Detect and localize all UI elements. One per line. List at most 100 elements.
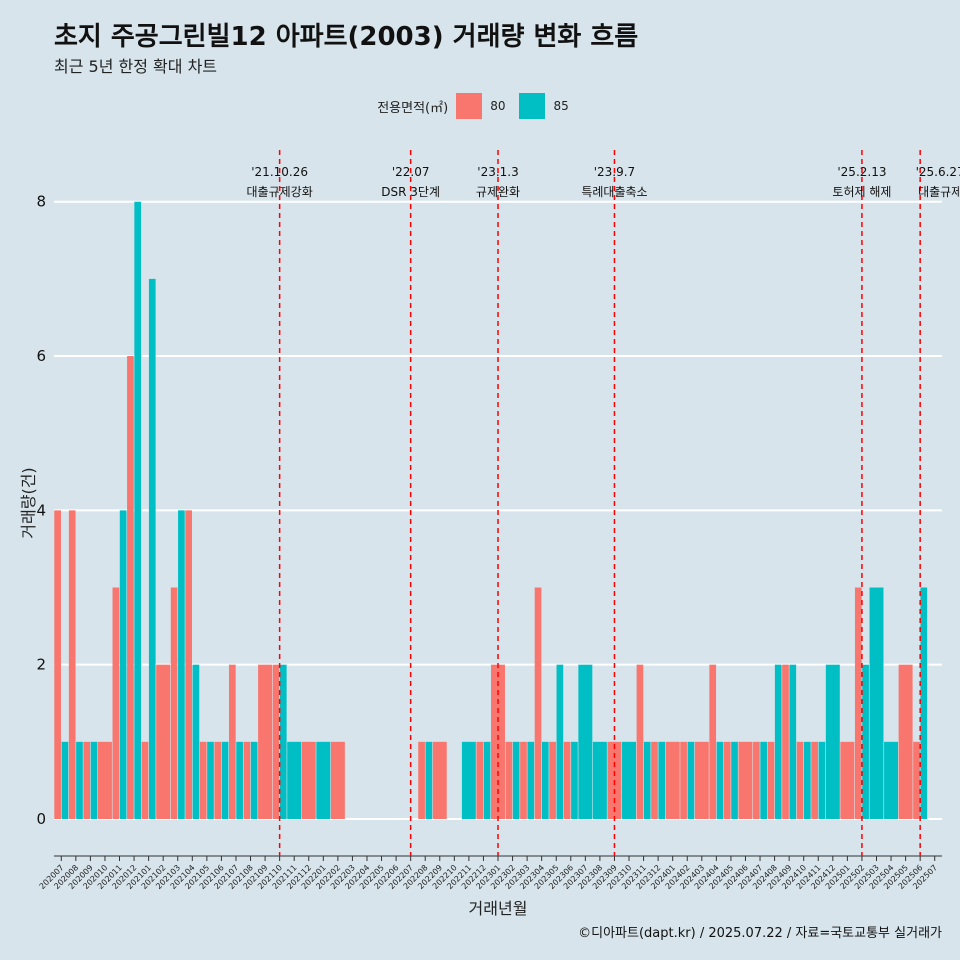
bar-85-202007 <box>61 741 69 819</box>
bar-85-202506 <box>920 587 928 819</box>
event-date-1: '21.10.26 <box>251 165 308 179</box>
bar-85-202211 <box>461 741 476 819</box>
event-label-2: DSR 3단계 <box>381 185 440 199</box>
bar-80-202401 <box>665 741 680 819</box>
x-axis-title: 거래년월 <box>469 899 528 918</box>
legend-label-80: 80 <box>490 99 506 113</box>
bar-80-202007 <box>54 510 61 819</box>
bar-80-202301 <box>491 664 505 819</box>
bar-80-202407 <box>753 741 760 819</box>
bar-85-202306 <box>571 741 578 819</box>
bar-85-202212 <box>483 741 491 819</box>
bar-85-202504 <box>884 741 899 819</box>
bar-80-202009 <box>83 741 91 819</box>
bar-85-202407 <box>760 741 768 819</box>
bar-80-202408 <box>767 741 775 819</box>
bar-85-202111 <box>287 741 302 819</box>
legend-swatch-85 <box>519 93 546 119</box>
bar-85-202412 <box>825 664 840 819</box>
bar-80-202502 <box>854 587 862 819</box>
bar-80-202405 <box>723 741 731 819</box>
bar-85-202410 <box>804 741 811 819</box>
chart-subtitle: 최근 5년 한정 확대 차트 <box>54 57 218 76</box>
bar-80-202103 <box>170 587 178 819</box>
legend-swatch-80 <box>456 93 483 119</box>
bar-80-202010 <box>97 741 112 819</box>
bar-85-202304 <box>541 741 549 819</box>
event-date-2: '22.07 <box>392 165 430 179</box>
bar-80-202406 <box>738 741 753 819</box>
bar-85-202411 <box>818 741 826 819</box>
event-label-3: 규제완화 <box>476 185 520 199</box>
bar-85-202103 <box>178 510 185 819</box>
source-caption: ©디아파트(dapt.kr) / 2025.07.22 / 자료=국토교통부 실… <box>578 926 942 941</box>
bar-80-202108 <box>243 741 251 819</box>
bar-85-202107 <box>236 741 243 819</box>
bar-85-202311 <box>643 741 651 819</box>
event-date-3: '23.1.3 <box>477 165 518 179</box>
bar-80-202411 <box>811 741 818 819</box>
bar-80-202208 <box>418 741 425 819</box>
y-tick-label-0: 0 <box>36 810 46 828</box>
bar-80-202303 <box>520 741 527 819</box>
bar-80-202409 <box>782 664 789 819</box>
bar-80-202501 <box>840 741 855 819</box>
legend-label-85: 85 <box>553 99 569 113</box>
bar-80-202105 <box>199 741 207 819</box>
bar-85-202310 <box>622 741 636 819</box>
bar-85-202104 <box>192 664 200 819</box>
bar-80-202102 <box>156 664 171 819</box>
event-date-5: '25.2.13 <box>837 165 886 179</box>
bar-80-202104 <box>185 510 192 819</box>
bar-85-202012 <box>134 201 142 819</box>
bar-80-202402 <box>680 741 687 819</box>
bar-85-202312 <box>658 741 666 819</box>
bar-80-202106 <box>214 741 222 819</box>
bar-80-202012 <box>127 356 134 819</box>
bar-85-202201 <box>316 741 331 819</box>
bar-85-202409 <box>789 664 797 819</box>
bar-85-202108 <box>250 741 258 819</box>
bar-80-202212 <box>476 741 484 819</box>
y-tick-label-4: 4 <box>36 501 46 519</box>
bar-80-202404 <box>709 664 717 819</box>
chart-title: 초지 주공그린빌12 아파트(2003) 거래량 변화 흐름 <box>54 22 639 52</box>
bar-80-202101 <box>141 741 149 819</box>
bar-85-202303 <box>527 741 535 819</box>
bar-85-202305 <box>556 664 564 819</box>
bar-85-202008 <box>76 741 83 819</box>
bar-85-202110 <box>279 664 287 819</box>
y-tick-label-6: 6 <box>36 347 46 365</box>
bar-80-202011 <box>112 587 120 819</box>
bar-85-202502 <box>862 664 869 819</box>
bar-85-202106 <box>221 741 229 819</box>
bar-80-202312 <box>651 741 658 819</box>
event-label-6: 대출규제 <box>918 185 960 199</box>
legend: 전용면적(㎡) 80 85 <box>0 93 960 119</box>
bar-85-202503 <box>869 587 884 819</box>
bar-85-202011 <box>119 510 127 819</box>
bar-80-202112 <box>301 741 316 819</box>
event-date-6: '25.6.27 <box>916 165 960 179</box>
bar-85-202101 <box>148 278 156 819</box>
bar-80-202209 <box>432 741 447 819</box>
bar-85-202408 <box>774 664 782 819</box>
bar-85-202302 <box>512 741 520 819</box>
bar-85-202009 <box>90 741 98 819</box>
event-label-1: 대출규제강화 <box>247 185 313 199</box>
bar-85-202307 <box>578 664 593 819</box>
bar-85-202208 <box>425 741 433 819</box>
event-label-5: 토허제 해제 <box>832 185 891 199</box>
bar-80-202110 <box>272 664 280 819</box>
bar-80-202311 <box>636 664 644 819</box>
bar-80-202506 <box>913 741 920 819</box>
bar-85-202405 <box>731 741 738 819</box>
bar-85-202402 <box>687 741 695 819</box>
bar-80-202304 <box>534 587 542 819</box>
bar-85-202308 <box>592 741 607 819</box>
y-tick-label-2: 2 <box>36 656 46 674</box>
legend-title: 전용면적(㎡) <box>377 100 449 116</box>
bar-80-202302 <box>505 741 513 819</box>
bar-80-202008 <box>68 510 76 819</box>
